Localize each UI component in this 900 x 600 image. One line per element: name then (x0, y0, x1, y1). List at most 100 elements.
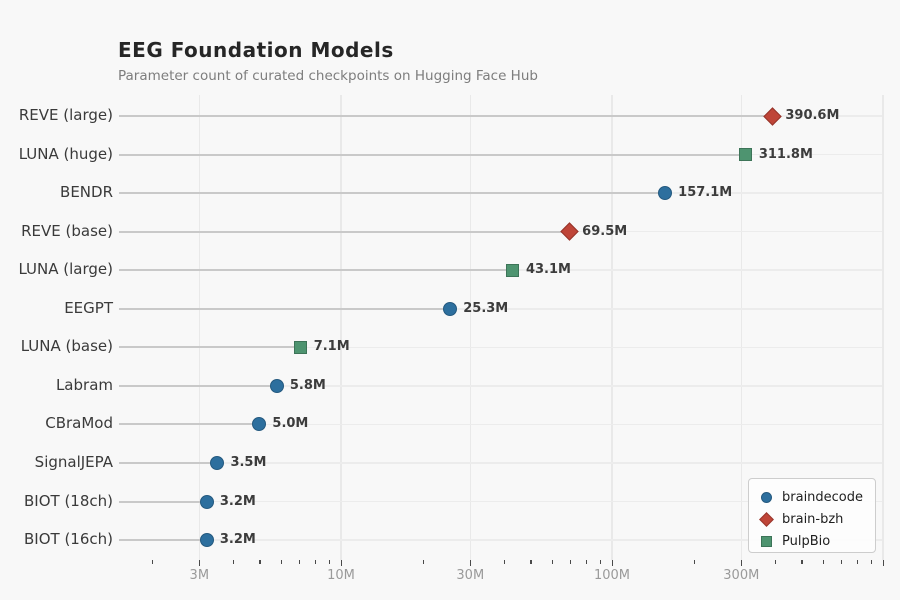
x-axis-major-tick (470, 560, 472, 566)
row-label: BENDR (60, 183, 113, 202)
value-label: 5.0M (272, 416, 309, 432)
value-label: 3.2M (219, 493, 256, 509)
lollipop-stem (119, 153, 739, 156)
legend-item-brain-bzh: brain-bzh (759, 510, 875, 529)
x-axis-tick-label: 10M (327, 568, 355, 583)
chart-title: EEG Foundation Models (118, 38, 394, 62)
x-axis-minor-tick (856, 560, 858, 564)
diamond-marker-icon (759, 512, 774, 527)
vertical-gridline (469, 95, 472, 560)
horizontal-gridline (119, 462, 882, 464)
horizontal-gridline (119, 423, 882, 426)
legend-item-pulpbio: PulpBio (761, 532, 875, 551)
x-axis-minor-tick (259, 560, 261, 564)
x-axis-minor-tick (233, 560, 235, 564)
horizontal-gridline (119, 346, 882, 349)
value-label: 311.8M (758, 146, 813, 162)
x-axis-tick-label: 300M (723, 568, 760, 583)
square-marker-icon (739, 148, 753, 162)
circle-marker-icon (443, 301, 458, 316)
legend-box: braindecode brain-bzh PulpBio (748, 478, 876, 553)
x-axis-minor-tick (530, 560, 532, 564)
x-axis-major-tick (741, 560, 743, 566)
value-label: 3.2M (219, 532, 256, 548)
circle-marker-icon (658, 186, 673, 201)
circle-marker-icon (210, 455, 225, 470)
row-label: EEGPT (64, 298, 113, 317)
circle-marker-icon (199, 533, 214, 548)
circle-marker-icon (269, 378, 284, 393)
vertical-gridline (740, 95, 743, 560)
lollipop-stem (119, 115, 766, 117)
x-axis-minor-tick (599, 560, 601, 564)
row-label: LUNA (large) (18, 260, 113, 279)
horizontal-gridline (119, 539, 882, 541)
horizontal-gridline (119, 385, 882, 387)
x-axis-minor-tick (504, 560, 506, 564)
x-axis-minor-tick (870, 560, 872, 564)
x-axis-minor-tick (280, 560, 283, 564)
circle-marker-icon (252, 417, 267, 432)
x-axis-minor-tick (328, 560, 330, 564)
horizontal-gridline (119, 308, 882, 310)
lollipop-stem (119, 539, 200, 542)
lollipop-stem (119, 423, 253, 426)
value-label: 5.8M (289, 377, 326, 393)
legend-label: brain-bzh (782, 512, 844, 527)
legend-label: PulpBio (782, 534, 831, 549)
x-axis-minor-tick (314, 560, 316, 564)
lollipop-stem (119, 500, 200, 503)
x-axis-minor-tick (551, 560, 554, 564)
value-label: 3.5M (230, 454, 267, 470)
row-label: SignalJEPA (34, 452, 113, 471)
x-axis-minor-tick (151, 560, 153, 564)
row-label: REVE (base) (21, 221, 113, 240)
lollipop-stem (119, 230, 563, 233)
row-label: CBraMod (45, 414, 113, 433)
lollipop-stem (119, 346, 294, 349)
x-axis-minor-tick (570, 560, 572, 564)
lollipop-stem (119, 307, 444, 310)
row-label: Labram (55, 375, 113, 394)
row-label: BIOT (18ch) (24, 491, 113, 510)
x-axis-tick-label: 30M (456, 568, 485, 583)
x-axis-major-tick (612, 560, 614, 566)
lollipop-stem (119, 384, 270, 387)
value-label: 7.1M (313, 339, 350, 355)
legend-item-braindecode: braindecode (761, 488, 875, 507)
x-axis-minor-tick (693, 560, 695, 564)
lollipop-stem (119, 461, 211, 464)
row-label: REVE (large) (18, 106, 113, 124)
x-axis-tick-label: 100M (593, 568, 631, 583)
vertical-gridline (882, 95, 884, 560)
x-axis-minor-tick (822, 560, 825, 564)
x-axis-minor-tick (841, 560, 843, 564)
square-marker-icon (506, 263, 520, 277)
vertical-gridline (611, 95, 613, 560)
x-axis-major-tick (199, 560, 201, 566)
row-label: BIOT (16ch) (24, 530, 113, 549)
square-marker-icon (294, 340, 308, 354)
vertical-gridline (198, 95, 201, 560)
row-label: LUNA (huge) (18, 144, 113, 163)
value-label: 43.1M (525, 262, 571, 278)
x-axis-tick-label: 3M (189, 568, 210, 583)
chart-subtitle: Parameter count of curated checkpoints o… (118, 68, 538, 84)
value-label: 390.6M (785, 108, 840, 123)
x-axis-major-tick (341, 560, 343, 566)
horizontal-gridline (119, 500, 882, 503)
diamond-marker-icon (559, 222, 579, 241)
x-axis-major-tick (883, 560, 885, 566)
value-label: 25.3M (463, 300, 509, 316)
row-label: LUNA (base) (20, 337, 113, 356)
lollipop-stem (119, 269, 506, 272)
x-axis-minor-tick (299, 560, 301, 564)
circle-marker-icon (761, 492, 772, 503)
lollipop-stem (119, 192, 659, 195)
circle-marker-icon (199, 494, 214, 509)
diamond-marker-icon (763, 106, 782, 126)
x-axis-minor-tick (775, 560, 777, 564)
square-marker-icon (761, 536, 772, 547)
x-axis-minor-tick (801, 560, 803, 564)
